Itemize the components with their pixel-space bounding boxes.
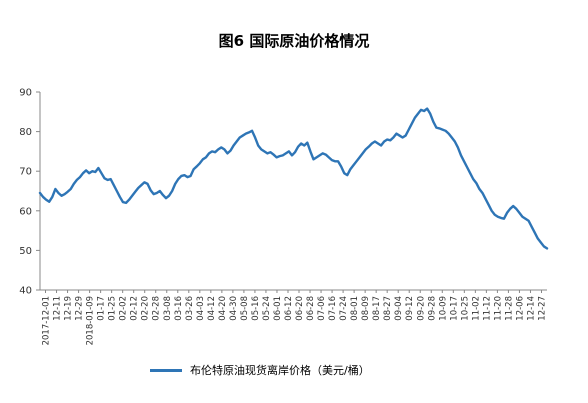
x-tick-label: 12-29 [75,296,85,321]
x-tick-label: 09-20 [416,296,426,321]
x-tick-label: 07-16 [328,296,338,321]
x-tick-label: 10-25 [460,296,470,321]
x-tick-label: 01-17 [97,296,107,321]
x-tick-label: 07-24 [339,296,349,321]
y-tick-label: 40 [19,286,32,297]
x-tick-label: 05-16 [251,296,261,321]
y-tick-label: 50 [19,246,32,257]
x-tick-label: 01-25 [108,296,118,321]
x-tick-labels: 2017-12-01 12-11 12-19 12-29 2018-01-09 01-17… [42,296,548,345]
x-tick-label: 04-03 [196,296,206,321]
x-tick-label: 12-14 [526,296,536,321]
x-tick-label: 06-20 [295,296,305,321]
series-line-brent [38,107,549,250]
x-tick-label: 04-20 [218,296,228,321]
x-tick-label: 03-08 [163,296,173,321]
y-tick-label: 60 [19,206,32,217]
chart-title: 图6 国际原油价格情况 [218,32,370,50]
x-tick-label: 02-28 [152,296,162,321]
x-tick-label: 10-17 [449,296,459,321]
x-tick-label: 09-12 [405,296,415,321]
x-tick-label: 11-02 [471,296,481,321]
x-tick-label: 11-28 [504,296,514,321]
x-tick-label: 12-06 [515,296,525,321]
x-tick-label: 09-28 [427,296,437,321]
x-tick-label: 06-12 [284,296,294,321]
x-tick-label: 03-16 [174,296,184,321]
series-layer [38,107,549,250]
x-tick-label: 2018-01-09 [86,296,96,345]
x-tick-label: 03-26 [185,296,195,321]
x-tick-label: 08-17 [372,296,382,321]
x-tick-label: 04-30 [229,296,239,321]
x-tick-label: 08-01 [350,296,360,321]
x-tick-label: 12-11 [53,296,63,321]
y-tick-label: 80 [19,127,32,138]
x-tick-label: 12-27 [537,296,547,321]
x-tick-label: 05-08 [240,296,250,321]
y-tick-label: 90 [19,88,32,99]
y-tick-label: 70 [19,167,32,178]
x-tick-label: 06-01 [273,296,283,321]
axes [36,91,547,293]
x-tick-label: 10-09 [438,296,448,321]
x-tick-label: 09-04 [394,296,404,321]
y-tick-labels: 40 50 60 70 80 90 [19,88,32,297]
x-tick-label: 04-12 [207,296,217,321]
x-tick-label: 07-06 [317,296,327,321]
x-tick-label: 05-24 [262,296,272,321]
legend: 布伦特原油现货离岸价格（美元/桶） [150,362,370,378]
x-tick-label: 08-27 [383,296,393,321]
x-tick-label: 02-20 [141,296,151,321]
x-tick-label: 11-20 [493,296,503,321]
legend-swatch [150,368,182,372]
x-tick-label: 08-09 [361,296,371,321]
x-tick-label: 02-12 [130,296,140,321]
legend-label: 布伦特原油现货离岸价格（美元/桶） [190,364,370,377]
x-tick-label: 11-12 [482,296,492,321]
x-tick-label: 2017-12-01 [42,296,52,345]
x-tick-label: 02-02 [119,296,129,321]
x-tick-label: 12-19 [64,296,74,321]
x-tick-label: 06-28 [306,296,316,321]
